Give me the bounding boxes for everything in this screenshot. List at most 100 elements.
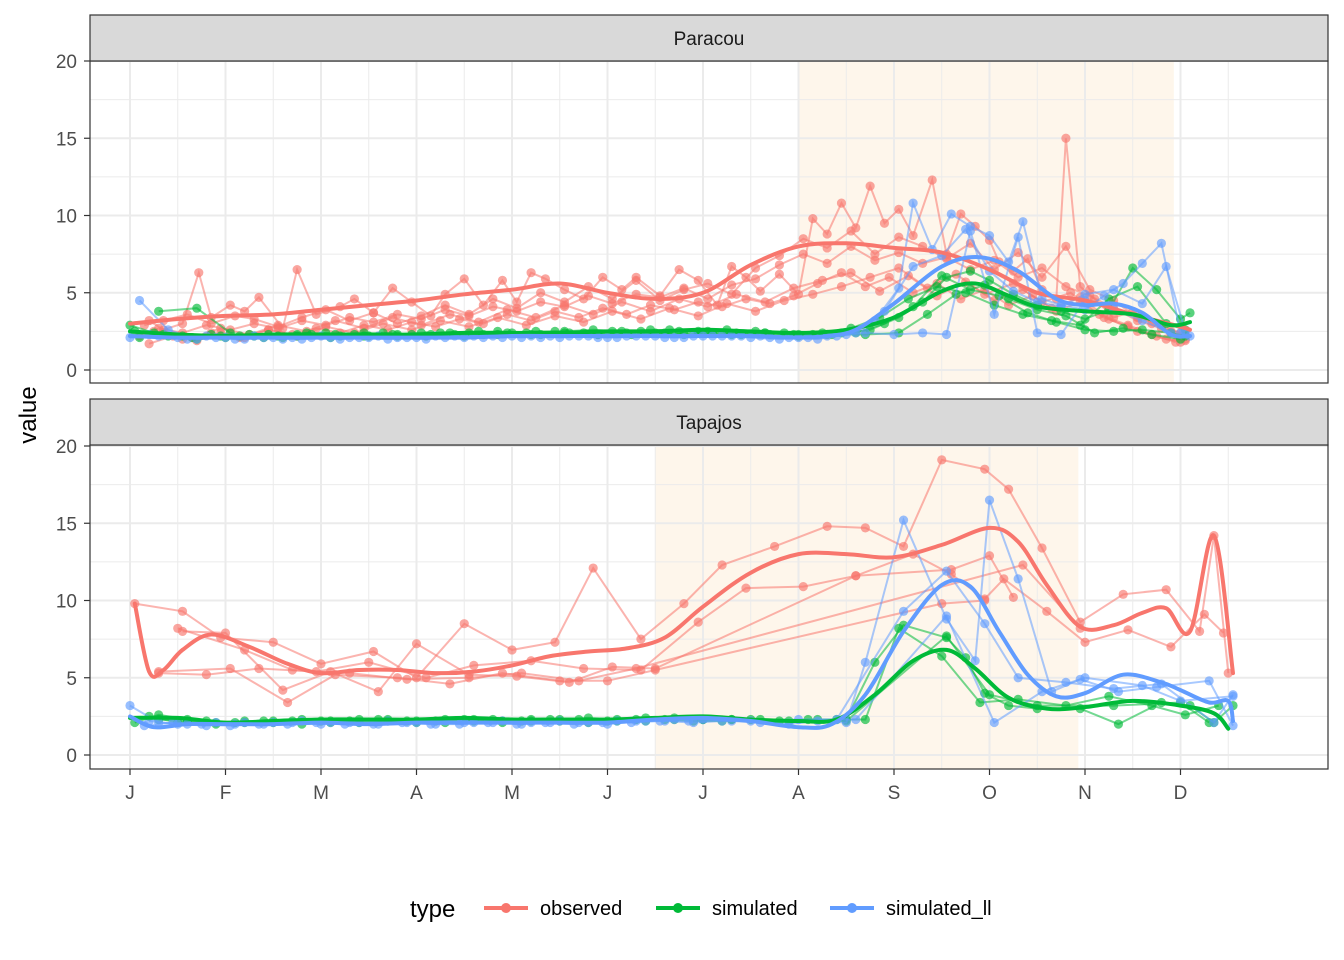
data-point xyxy=(225,300,235,310)
data-point xyxy=(316,659,326,669)
series-line xyxy=(158,599,985,704)
data-point xyxy=(727,280,737,290)
data-point xyxy=(1013,673,1023,683)
data-point xyxy=(664,303,675,313)
data-point xyxy=(755,286,765,296)
data-point xyxy=(674,264,684,275)
data-point xyxy=(1123,625,1133,635)
data-point xyxy=(1132,281,1143,292)
data-point xyxy=(292,264,302,275)
data-point xyxy=(879,218,890,228)
x-tick-label: M xyxy=(313,783,329,804)
data-point xyxy=(1166,642,1176,652)
data-point xyxy=(349,294,360,304)
data-point xyxy=(860,523,870,533)
data-point xyxy=(937,455,947,465)
panels-layer: Paracou 0 5 10 15 20 Tapajos 0 5 10 15 20 xyxy=(56,14,1329,770)
data-point xyxy=(583,291,594,301)
data-point xyxy=(435,315,445,326)
data-point xyxy=(989,309,999,319)
data-point xyxy=(822,521,832,531)
data-point xyxy=(469,660,479,670)
data-point xyxy=(1032,328,1042,338)
data-point xyxy=(918,328,928,338)
data-point xyxy=(1018,560,1028,570)
y-axis-title: value xyxy=(15,386,42,443)
smooth-line-simulated_ll xyxy=(128,255,1192,340)
facet-strip xyxy=(89,398,1329,446)
data-point xyxy=(154,306,164,316)
data-point xyxy=(922,309,933,319)
data-point xyxy=(201,320,211,330)
data-point xyxy=(779,295,789,306)
legend-label: simulated_ll xyxy=(886,898,992,920)
data-point xyxy=(493,312,503,323)
data-point xyxy=(717,560,727,570)
data-point xyxy=(898,541,909,552)
data-point xyxy=(579,317,589,327)
y-tick-label: 0 xyxy=(66,746,77,767)
data-point xyxy=(865,272,875,282)
data-point xyxy=(134,295,145,306)
data-point xyxy=(388,283,398,293)
legend-key-point xyxy=(501,903,511,913)
data-point xyxy=(368,308,379,318)
data-point xyxy=(1156,238,1166,248)
data-point xyxy=(559,285,570,295)
data-point xyxy=(1137,258,1147,268)
x-tick-label: J xyxy=(698,783,708,804)
data-point xyxy=(1118,589,1128,599)
data-point xyxy=(1218,628,1229,638)
data-point xyxy=(1061,241,1071,251)
data-point xyxy=(125,700,135,711)
data-point xyxy=(254,663,264,674)
series-layer xyxy=(125,133,1195,349)
smooth-line-observed xyxy=(132,525,1235,679)
panel-paracou: Paracou 0 5 10 15 20 xyxy=(56,14,1329,384)
data-point xyxy=(278,685,288,695)
data-point xyxy=(201,670,211,680)
data-point xyxy=(860,714,870,725)
y-tick-label: 15 xyxy=(56,514,77,535)
series-line xyxy=(134,458,1230,680)
data-point xyxy=(225,663,235,674)
data-point xyxy=(870,255,880,265)
data-point xyxy=(502,305,512,315)
data-point xyxy=(1204,676,1214,686)
data-point xyxy=(268,637,278,647)
x-tick-label: A xyxy=(410,783,423,804)
data-point xyxy=(411,639,422,649)
data-point xyxy=(908,198,918,208)
data-point xyxy=(808,213,818,224)
data-point xyxy=(1199,609,1209,620)
data-point xyxy=(177,606,188,616)
legend-item-simulated: simulated xyxy=(656,898,798,920)
data-point xyxy=(789,283,799,293)
data-point xyxy=(798,234,808,244)
data-point xyxy=(1013,574,1023,584)
data-point xyxy=(602,676,613,686)
data-point xyxy=(822,243,832,253)
data-point xyxy=(851,714,861,725)
data-point xyxy=(836,198,847,208)
data-point xyxy=(516,668,527,678)
data-point xyxy=(636,314,646,324)
data-point xyxy=(941,611,952,621)
data-point xyxy=(536,288,546,298)
data-point xyxy=(760,297,770,307)
data-point xyxy=(631,275,641,285)
data-point xyxy=(1037,543,1047,553)
data-point xyxy=(1013,272,1023,282)
data-point xyxy=(216,323,226,333)
x-tick-label: O xyxy=(982,783,997,804)
data-point xyxy=(402,674,412,684)
legend: type observed simulated simulated_ll xyxy=(410,896,992,923)
panel-tapajos: Tapajos 0 5 10 15 20 xyxy=(56,398,1329,770)
data-point xyxy=(894,204,904,214)
data-point xyxy=(693,275,703,285)
legend-key-point xyxy=(847,903,857,913)
data-point xyxy=(1037,263,1047,273)
x-tick-label: A xyxy=(792,783,805,804)
data-point xyxy=(282,697,293,708)
data-point xyxy=(531,312,541,323)
